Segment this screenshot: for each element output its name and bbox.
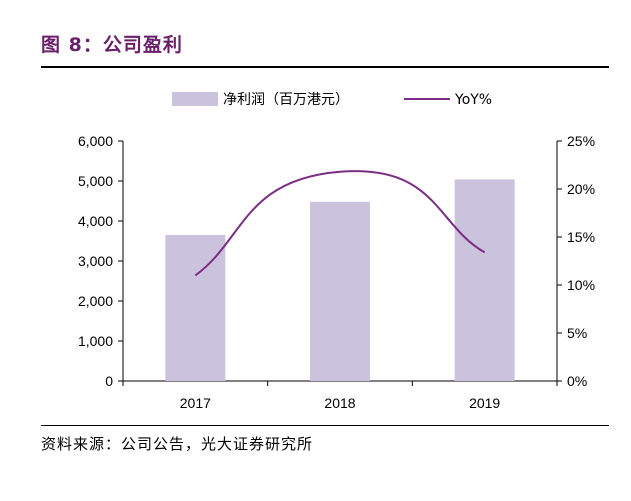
left-tick-label: 3,000: [78, 253, 113, 269]
chart: 净利润（百万港元） YoY% 0 1,000 2,000 3,000 4,000 5,00…: [78, 92, 595, 411]
left-tick-label: 2,000: [78, 293, 113, 309]
x-tick-label: 2019: [469, 395, 500, 411]
legend-bar-swatch: [172, 92, 218, 106]
bars: [165, 179, 515, 381]
left-tick-label: 5,000: [78, 173, 113, 189]
source-divider: [41, 425, 609, 426]
left-tick-label: 6,000: [78, 133, 113, 149]
title-divider: [41, 66, 609, 68]
right-tick-label: 20%: [567, 181, 595, 197]
right-tick-label: 5%: [567, 325, 587, 341]
right-tick-label: 25%: [567, 133, 595, 149]
bar-2018: [310, 201, 370, 381]
legend-line-label: YoY%: [454, 92, 492, 108]
legend-bar-label: 净利润（百万港元）: [223, 92, 349, 108]
yoy-line: [194, 170, 486, 277]
bar-2019: [454, 179, 515, 381]
x-tick-label: 2018: [324, 395, 355, 411]
left-tick-label: 1,000: [78, 333, 113, 349]
x-tick-label: 2017: [180, 395, 211, 411]
axis-labels: 0 1,000 2,000 3,000 4,000 5,000 6,000 0% 5% 10% 15…: [78, 133, 595, 411]
left-tick-label: 0: [105, 373, 113, 389]
source-note: 资料来源：公司公告，光大证券研究所: [41, 435, 314, 453]
bar-2017: [165, 235, 226, 381]
left-tick-label: 4,000: [78, 213, 113, 229]
figure-title: 图 8：公司盈利: [41, 34, 183, 56]
right-tick-label: 0%: [567, 373, 587, 389]
right-tick-label: 15%: [567, 229, 595, 245]
right-tick-label: 10%: [567, 277, 595, 293]
legend: 净利润（百万港元） YoY%: [172, 92, 492, 108]
